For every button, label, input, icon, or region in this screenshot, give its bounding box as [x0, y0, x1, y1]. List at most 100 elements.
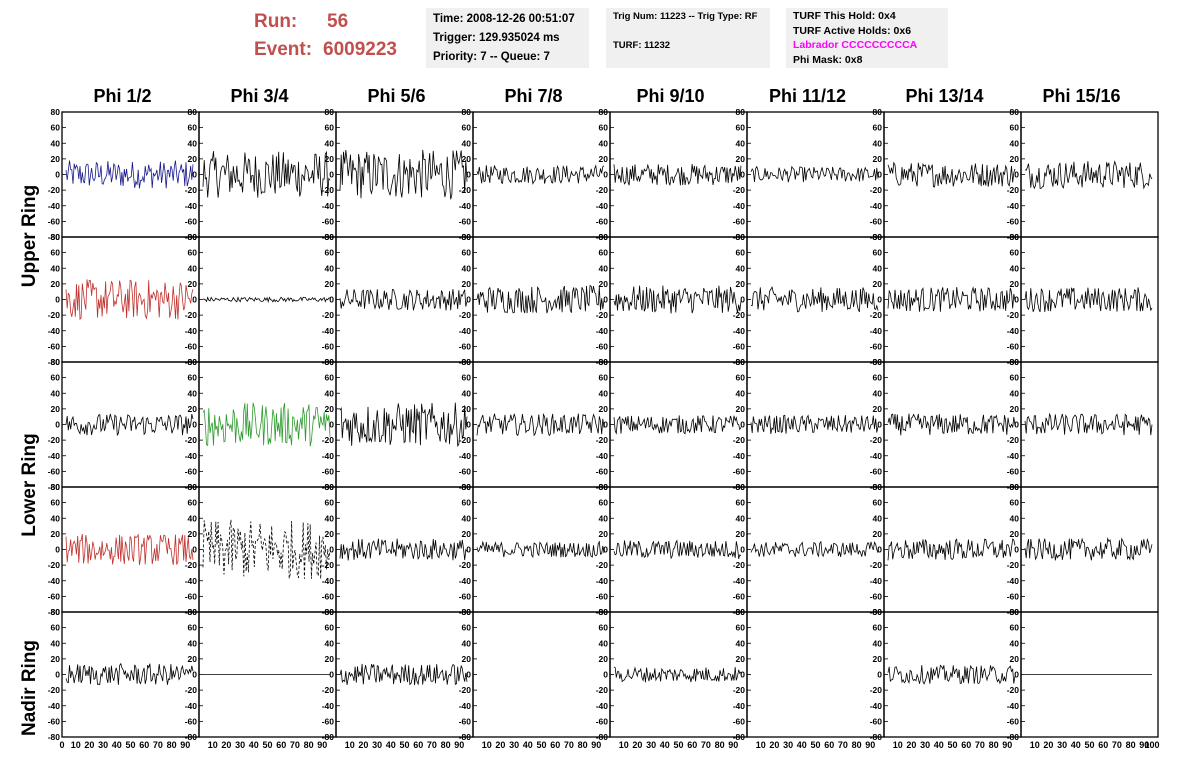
- column-title-phi-1-2: Phi 1/2: [93, 86, 152, 106]
- waveform-trace: [887, 161, 1016, 188]
- x-tick-label: 10: [71, 740, 81, 750]
- y-tick-label: 80: [599, 607, 609, 617]
- x-tick-label: 10: [1030, 740, 1040, 750]
- y-tick-label: 40: [1010, 263, 1020, 273]
- x-tick-label: 80: [578, 740, 588, 750]
- y-tick-label: 80: [325, 107, 335, 117]
- y-tick-label: 20: [325, 279, 335, 289]
- y-tick-label: -40: [459, 576, 472, 586]
- waveform-trace: [613, 415, 742, 435]
- waveform-trace: [202, 402, 331, 447]
- x-tick-label: 80: [441, 740, 451, 750]
- y-tick-label: -60: [870, 716, 883, 726]
- y-tick-label: 0: [603, 545, 608, 555]
- y-tick-label: -40: [322, 201, 335, 211]
- y-tick-label: 40: [599, 263, 609, 273]
- waveform-trace: [887, 664, 1016, 685]
- y-tick-label: 40: [325, 513, 335, 523]
- y-tick-label: 60: [325, 248, 335, 258]
- y-tick-label: 40: [462, 513, 472, 523]
- y-tick-label: 80: [462, 357, 472, 367]
- y-tick-label: 20: [599, 154, 609, 164]
- x-tick-label: 40: [523, 740, 533, 750]
- x-tick-label: 90: [591, 740, 601, 750]
- y-tick-label: 20: [1010, 154, 1020, 164]
- y-tick-label: 40: [325, 263, 335, 273]
- y-tick-label: 60: [51, 248, 61, 258]
- y-tick-label: 20: [873, 279, 883, 289]
- y-tick-label: 0: [603, 670, 608, 680]
- panel-frame: [609, 486, 748, 613]
- x-tick-label: 20: [221, 740, 231, 750]
- y-tick-label: 20: [1010, 529, 1020, 539]
- y-tick-label: -40: [185, 326, 198, 336]
- y-tick-label: -40: [48, 701, 61, 711]
- y-tick-label: 40: [325, 138, 335, 148]
- waveform-trace: [613, 285, 742, 314]
- y-tick-label: 20: [873, 154, 883, 164]
- x-tick-label: 80: [1126, 740, 1136, 750]
- x-tick-label: 60: [824, 740, 834, 750]
- y-tick-label: 40: [599, 638, 609, 648]
- y-tick-label: -60: [322, 591, 335, 601]
- column-title-phi-9-10: Phi 9/10: [636, 86, 705, 106]
- y-tick-label: -20: [185, 185, 198, 195]
- x-tick-label: 50: [536, 740, 546, 750]
- y-tick-label: -60: [185, 716, 198, 726]
- y-tick-label: 40: [188, 263, 198, 273]
- y-tick-label: -40: [1007, 326, 1020, 336]
- waveform-trace: [750, 414, 879, 434]
- x-tick-label: 20: [84, 740, 94, 750]
- y-tick-label: 20: [462, 154, 472, 164]
- y-tick-label: -60: [459, 716, 472, 726]
- y-tick-label: -40: [870, 451, 883, 461]
- x-tick-label: 90: [454, 740, 464, 750]
- x-tick-label: 90: [1139, 740, 1149, 750]
- waveform-trace: [1024, 412, 1153, 436]
- x-tick-label: 60: [687, 740, 697, 750]
- y-tick-label: -20: [322, 185, 335, 195]
- y-tick-label: 60: [462, 498, 472, 508]
- y-tick-label: 40: [462, 138, 472, 148]
- y-tick-label: 60: [873, 248, 883, 258]
- column-title-phi-3-4: Phi 3/4: [230, 86, 289, 106]
- y-tick-label: 80: [462, 107, 472, 117]
- x-tick-label: 50: [810, 740, 820, 750]
- y-tick-label: 60: [1010, 498, 1020, 508]
- y-tick-label: 0: [877, 170, 882, 180]
- column-title-phi-13-14: Phi 13/14: [905, 86, 984, 106]
- y-tick-label: 80: [1010, 232, 1020, 242]
- y-tick-label: 60: [736, 498, 746, 508]
- y-tick-label: -40: [870, 326, 883, 336]
- y-tick-label: 60: [599, 248, 609, 258]
- panel-frame: [198, 111, 337, 238]
- y-tick-label: -60: [733, 341, 746, 351]
- y-tick-label: 60: [462, 373, 472, 383]
- y-tick-label: -40: [459, 326, 472, 336]
- y-tick-label: -20: [733, 185, 746, 195]
- y-tick-label: -40: [322, 451, 335, 461]
- y-tick-label: 0: [466, 420, 471, 430]
- y-tick-label: 80: [51, 107, 61, 117]
- column-title-phi-15-16: Phi 15/16: [1042, 86, 1121, 106]
- y-tick-label: 60: [462, 123, 472, 133]
- y-tick-label: -20: [48, 310, 61, 320]
- y-tick-label: -80: [1007, 732, 1020, 742]
- y-tick-label: 60: [51, 373, 61, 383]
- y-tick-label: -60: [733, 216, 746, 226]
- y-tick-label: 40: [51, 513, 61, 523]
- y-tick-label: 20: [1010, 404, 1020, 414]
- y-tick-label: -20: [48, 560, 61, 570]
- y-tick-label: 80: [873, 107, 883, 117]
- waveform-trace: [887, 286, 1016, 312]
- waveform-trace: [1024, 160, 1153, 190]
